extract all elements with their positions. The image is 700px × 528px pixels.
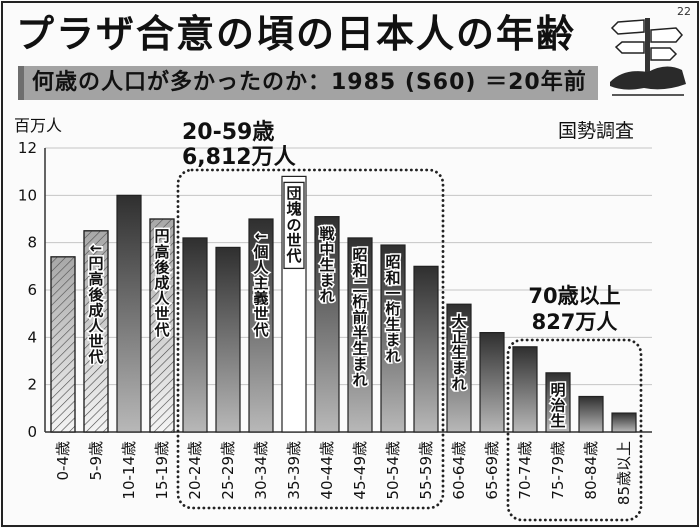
bar-10-14歳 (116, 194, 142, 433)
x-tick-label: 10-14歳 (120, 441, 138, 500)
x-axis: 0-4歳 5-9歳 10-14歳 15-19歳 20-24歳 25-29歳 30-34歳 35… (54, 441, 633, 505)
x-tick-label: 75-79歳 (549, 441, 567, 500)
bar-label-50-54歳: 昭和一桁生まれ (385, 253, 400, 365)
x-tick-label: 85歳以上 (615, 441, 633, 505)
y-tick-label: 12 (18, 139, 37, 157)
group-box (176, 168, 445, 510)
bar-hatch-15-19歳 (149, 218, 175, 433)
group-label: 70歳以上 (528, 284, 620, 308)
y-tick-label: 6 (27, 281, 37, 299)
subtitle-banner-text: 何歳の人口が多かったのか：1985 (S60) ＝20年前 (32, 70, 587, 95)
y-tick-label: 4 (27, 328, 37, 346)
y-axis-label: 百万人 (14, 116, 63, 135)
bar-label-40-44歳: 戦中生まれ (319, 225, 335, 305)
bar-label-60-64歳: 大正生まれ (451, 312, 466, 392)
bar-55-59歳 (413, 265, 439, 433)
bar-65-69歳 (479, 332, 505, 433)
y-tick-label: 10 (18, 186, 37, 204)
x-tick-label: 40-44歳 (318, 441, 336, 500)
bar-60-64歳 (446, 303, 472, 433)
x-tick-label: 55-59歳 (417, 441, 435, 500)
bar-25-29歳 (215, 246, 241, 433)
bar-label-5-9歳: ←円高後成人世代 (87, 239, 104, 366)
bar-50-54歳 (380, 244, 406, 433)
bar-label-45-49歳: 昭和二桁前半生まれ (352, 246, 367, 389)
bar-40-44歳 (314, 216, 340, 433)
group-box (506, 338, 643, 522)
bar-70-74歳 (512, 346, 538, 433)
bar-hatch-0-4歳 (50, 256, 76, 433)
bar-20-24歳 (182, 237, 208, 433)
bar-label-15-19歳: 円高後成人世代 (153, 227, 170, 339)
x-tick-label: 30-34歳 (252, 441, 270, 500)
x-tick-label: 0-4歳 (54, 441, 72, 481)
y-tick-label: 2 (27, 376, 37, 394)
x-tick-label: 50-54歳 (384, 441, 402, 500)
bar-label-75-79歳: 明治生 (550, 381, 565, 430)
x-tick-label: 35-39歳 (285, 441, 303, 500)
group-total: 6,812万人 (182, 145, 296, 170)
page-title: プラザ合意の頃の日本人の年齢 (16, 12, 577, 56)
bar-30-34歳 (248, 218, 274, 433)
x-tick-label: 15-19歳 (153, 441, 171, 500)
group-label: 20-59歳 (182, 120, 274, 145)
x-tick-label: 5-9歳 (87, 441, 105, 481)
source-label: 国勢調査 (558, 120, 635, 142)
bar-label-box (283, 181, 305, 270)
y-tick-label: 8 (27, 234, 37, 252)
x-tick-label: 20-24歳 (186, 441, 204, 500)
x-tick-label: 60-64歳 (450, 441, 468, 500)
page-number: 22 (677, 5, 691, 18)
bar-85歳以上 (611, 412, 637, 433)
bar-45-49歳 (347, 237, 373, 433)
bar-75-79歳 (545, 372, 571, 433)
subtitle-banner: 何歳の人口が多かったのか：1985 (S60) ＝20年前 (18, 66, 598, 100)
x-tick-label: 80-84歳 (582, 441, 600, 500)
bar-label-30-34歳: ←個人主義世代 (252, 227, 269, 339)
signpost-icon (604, 12, 690, 98)
x-tick-label: 65-69歳 (483, 441, 501, 500)
bars (50, 175, 637, 433)
bar-hatch-5-9歳 (83, 230, 109, 433)
signpost-icon-graphic (610, 18, 686, 96)
x-tick-label: 45-49歳 (351, 441, 369, 500)
bar-label-35-39歳: 団塊の世代 (285, 185, 301, 265)
x-tick-label: 70-74歳 (516, 441, 534, 500)
y-tick-label: 0 (27, 423, 37, 441)
group-total: 827万人 (532, 310, 618, 334)
x-tick-label: 25-29歳 (219, 441, 237, 500)
bar-80-84歳 (578, 395, 604, 433)
